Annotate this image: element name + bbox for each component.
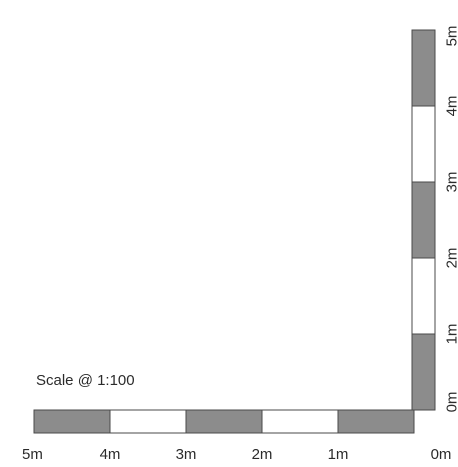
vertical-scale-bar: 0m 1m 2m 3m 4m 5m xyxy=(411,26,458,413)
vertical-segment-5 xyxy=(411,29,436,107)
horizontal-tick-label: 3m xyxy=(176,446,197,463)
horizontal-tick-label: 2m xyxy=(252,446,273,463)
horizontal-tick-label: 4m xyxy=(100,446,121,463)
horizontal-segment-5 xyxy=(337,409,415,434)
horizontal-tick-label: 0m xyxy=(431,446,452,463)
horizontal-scale-bar: 5m 4m 3m 2m 1m 0m xyxy=(22,409,452,463)
scale-caption: Scale @ 1:100 xyxy=(36,372,135,389)
vertical-segment-2 xyxy=(411,257,436,335)
vertical-tick-label: 0m xyxy=(444,392,458,413)
vertical-tick-label: 1m xyxy=(444,324,458,345)
vertical-segment-1 xyxy=(411,333,436,411)
horizontal-segment-1 xyxy=(33,409,111,434)
horizontal-tick-label: 1m xyxy=(328,446,349,463)
vertical-segment-4 xyxy=(411,105,436,183)
vertical-segment-3 xyxy=(411,181,436,259)
vertical-tick-label: 5m xyxy=(444,26,458,47)
vertical-tick-label: 3m xyxy=(444,172,458,193)
horizontal-segment-2 xyxy=(109,409,187,434)
horizontal-tick-label: 5m xyxy=(22,446,43,463)
horizontal-segment-3 xyxy=(185,409,263,434)
horizontal-segment-4 xyxy=(261,409,339,434)
vertical-tick-label: 4m xyxy=(444,96,458,117)
vertical-tick-label: 2m xyxy=(444,248,458,269)
